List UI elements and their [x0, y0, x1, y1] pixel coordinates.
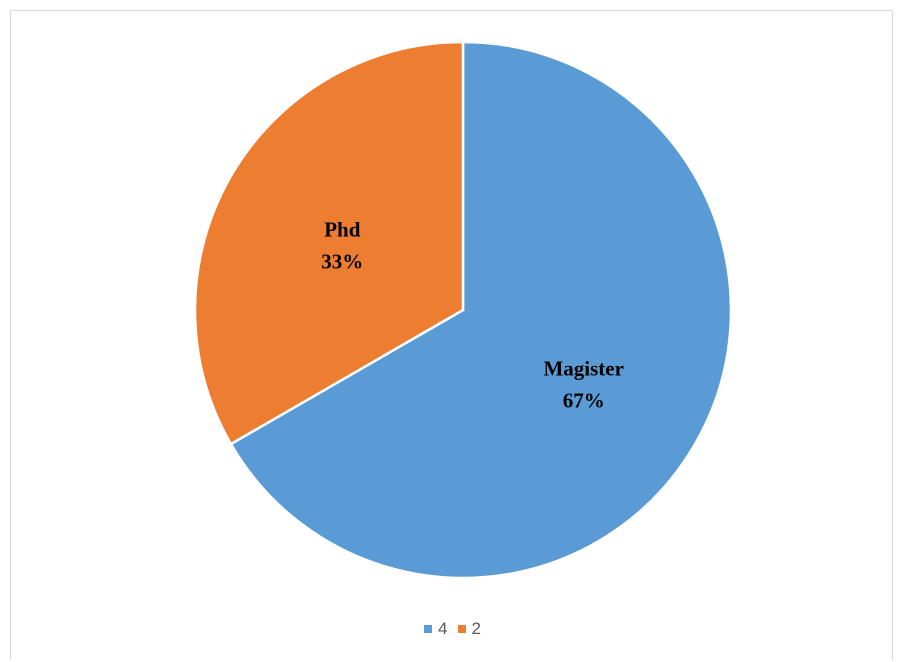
legend-label-phd: 2 — [471, 619, 481, 638]
legend-label-magister: 4 — [438, 619, 448, 638]
slice-label-percent-phd: 33% — [321, 249, 363, 273]
slice-label-phd: Phd 33% — [321, 217, 363, 273]
legend-item-magister: 4 — [424, 619, 448, 639]
slice-label-magister: Magister 67% — [543, 357, 623, 413]
legend: 4 2 — [0, 619, 905, 639]
legend-swatch-phd — [457, 625, 466, 633]
slice-label-name-magister: Magister — [543, 357, 623, 381]
slice-label-percent-magister: 67% — [563, 389, 605, 413]
legend-swatch-magister — [424, 625, 433, 633]
slice-label-name-phd: Phd — [324, 217, 361, 241]
pie-slice-magister — [229, 40, 733, 580]
pie-slice-phd — [193, 40, 465, 446]
legend-item-phd: 2 — [457, 619, 481, 639]
